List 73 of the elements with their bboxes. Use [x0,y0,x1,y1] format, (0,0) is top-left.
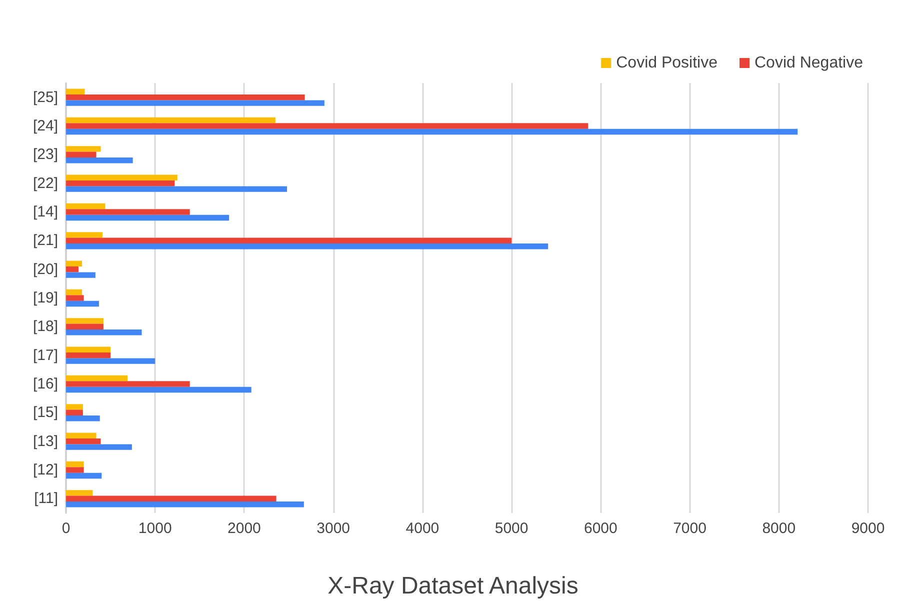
bar [66,410,83,416]
y-tick-label: [22] [32,174,58,192]
x-tick-label: 3000 [316,520,350,537]
bar [66,209,190,215]
y-tick-label: [11] [34,490,58,508]
bar [66,158,133,164]
x-tick-label: 2000 [228,520,261,537]
bar [66,461,84,468]
bar [66,214,230,221]
bar [66,496,276,502]
bar [66,117,276,124]
y-tick-label: [24] [32,118,58,134]
bar [66,272,96,278]
x-tick-label: 9000 [851,520,885,537]
bar [66,94,305,100]
bar [66,502,304,508]
x-tick-label: 4000 [406,520,440,537]
x-tick-label: 1000 [138,520,172,537]
y-tick-label: [20] [32,260,58,278]
y-tick-label: [19] [32,290,58,306]
y-tick-label: [17] [32,346,58,364]
y-tick-label: [18] [32,318,58,336]
bar [66,375,128,382]
bar [66,358,156,364]
legend-label: Covid Negative [754,54,864,72]
y-tick-label: [14] [32,204,58,220]
x-tick-label: 5000 [494,520,528,537]
y-tick-label: [23] [32,146,58,164]
text: X-Ray Dataset Analysis [328,572,578,600]
bar [66,444,132,450]
x-tick-label: 7000 [673,520,706,537]
bar [66,352,111,358]
bar [66,244,548,250]
y-tick-label: [15] [32,404,58,422]
bar [66,438,101,444]
bar [66,295,84,301]
bar [66,318,104,324]
legend-label: Covid Positive [616,54,718,72]
bar [66,300,99,307]
bar [66,416,100,422]
bar [66,260,82,266]
bar [66,289,82,296]
bar [66,346,111,352]
bar [66,432,96,438]
bar [66,203,106,210]
bar [66,266,78,272]
bar [66,88,85,94]
y-tick-label: [13] [32,432,58,450]
x-tick-label: 8000 [762,520,796,537]
bar [66,174,178,180]
bar [66,324,104,330]
bar [66,180,175,186]
bar [66,238,512,244]
bar [66,186,287,192]
y-tick-label: [12] [32,462,58,478]
bar [66,100,324,106]
y-tick-label: [25] [32,88,58,106]
bar [66,123,588,129]
x-tick-label: 0 [62,520,70,537]
bar [66,467,84,473]
x-tick-label: 6000 [584,520,618,537]
bar [66,146,101,152]
bar [66,472,102,479]
bar [66,386,252,393]
bar [66,232,103,238]
bar [66,490,93,496]
bar [66,152,96,158]
y-tick-label: [21] [32,232,58,250]
bar [66,330,142,336]
y-tick-label: [16] [32,376,58,392]
bar [66,128,798,135]
bar [66,404,83,410]
bar [66,381,190,387]
